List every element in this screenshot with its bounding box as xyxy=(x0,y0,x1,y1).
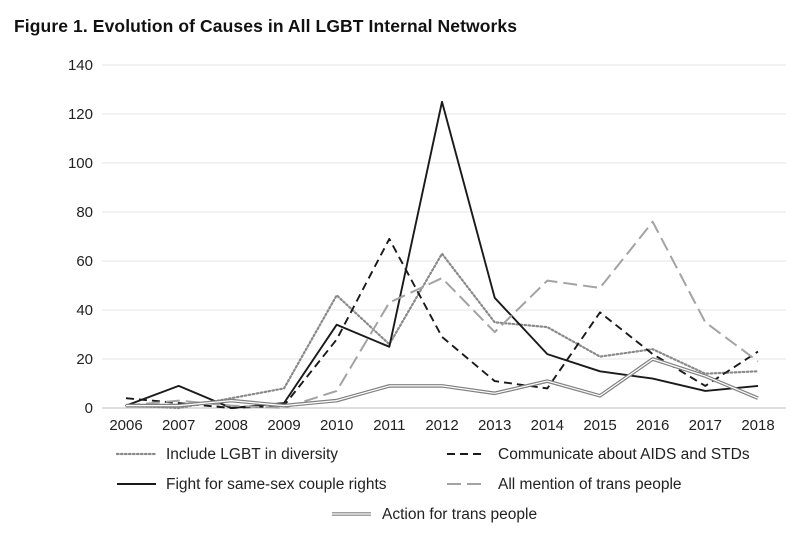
x-tick-label: 2015 xyxy=(583,417,616,434)
series-line-inner-action-for-trans-people xyxy=(126,358,759,407)
x-axis-tick-labels: 2006 2007 2008 2009 2010 2011 2012 2013 2014 2015… xyxy=(109,417,774,434)
x-tick-label: 2017 xyxy=(689,417,722,434)
x-tick-label: 2006 xyxy=(109,417,142,434)
y-tick-label: 140 xyxy=(68,57,93,74)
series-line-all-mention-of-trans-people xyxy=(125,220,759,409)
legend-label-all-mention-of-trans-people: All mention of trans people xyxy=(498,476,682,493)
y-tick-label: 120 xyxy=(68,106,93,123)
series-line-communicate-about-aids-and-stds xyxy=(125,237,759,409)
y-tick-label: 60 xyxy=(76,253,93,270)
y-tick-label: 0 xyxy=(85,400,93,417)
gridlines xyxy=(102,64,786,409)
x-tick-label: 2011 xyxy=(373,417,405,434)
x-tick-label: 2012 xyxy=(425,417,458,434)
series-line-fight-for-same-sex-couple-rights xyxy=(125,100,759,409)
y-tick-label: 20 xyxy=(76,351,93,368)
series-line-action-for-trans-people xyxy=(126,357,759,408)
x-tick-label: 2009 xyxy=(267,417,300,434)
legend-label-action-for-trans-people: Action for trans people xyxy=(382,506,537,523)
x-tick-label: 2010 xyxy=(320,417,353,434)
y-tick-label: 80 xyxy=(76,204,93,221)
x-tick-label: 2013 xyxy=(478,417,511,434)
x-tick-label: 2018 xyxy=(741,417,774,434)
y-tick-label: 40 xyxy=(76,302,93,319)
x-tick-label: 2016 xyxy=(636,417,669,434)
y-tick-label: 100 xyxy=(68,155,93,172)
x-tick-label: 2007 xyxy=(162,417,195,434)
figure-title: Figure 1. Evolution of Causes in All LGB… xyxy=(14,16,518,36)
x-tick-label: 2014 xyxy=(531,417,564,434)
legend-label-fight-for-same-sex-couple-rights: Fight for same-sex couple rights xyxy=(166,476,387,493)
series-lines xyxy=(124,100,760,410)
x-tick-label: 2008 xyxy=(215,417,248,434)
legend: Include LGBT in diversity Communicate abo… xyxy=(115,446,750,523)
legend-label-include-lgbt-in-diversity: Include LGBT in diversity xyxy=(166,446,338,463)
legend-label-communicate-about-aids-and-stds: Communicate about AIDS and STDs xyxy=(498,446,750,463)
y-axis-tick-labels: 0 20 40 60 80 100 120 140 xyxy=(68,57,93,417)
series-line-include-lgbt-in-diversity xyxy=(124,252,760,410)
